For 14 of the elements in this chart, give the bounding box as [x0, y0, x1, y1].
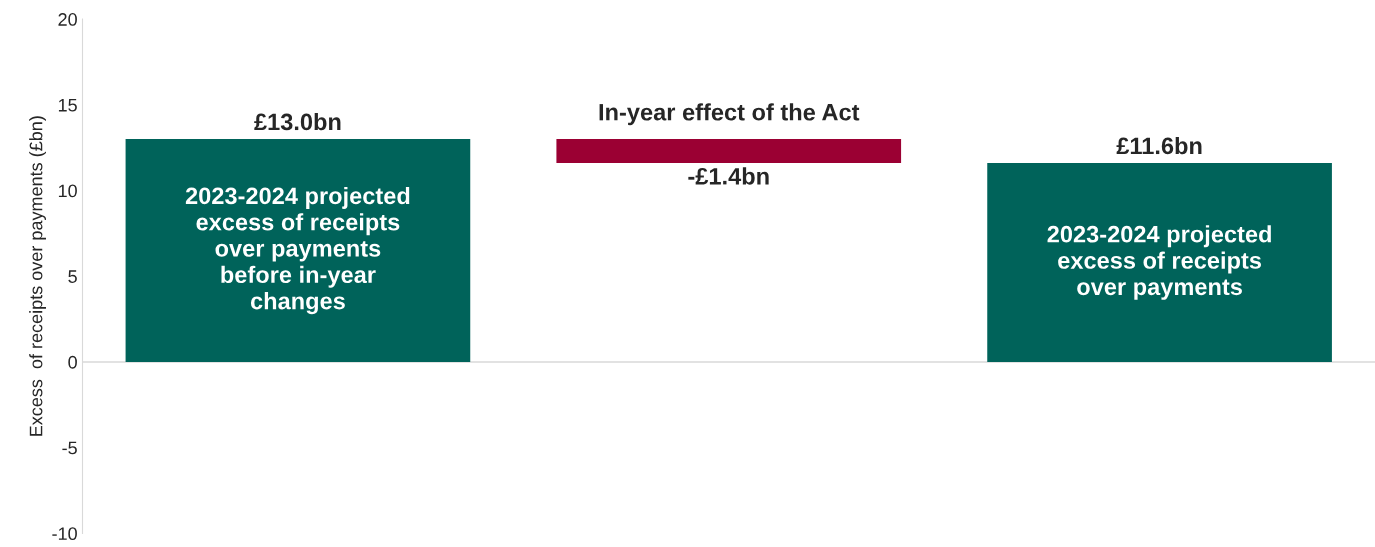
- y-tick-label: -5: [62, 441, 77, 455]
- y-axis-title: Excess of receipts over payments (£bn): [29, 116, 46, 436]
- annotation: 2023-2024 projected excess of receipts over payments before in-year changes: [185, 186, 410, 315]
- y-tick-label: 10: [58, 184, 77, 198]
- annotation: In-year effect of the Act: [599, 103, 860, 126]
- y-tick-label: 5: [68, 270, 77, 283]
- data-label: -£1.4bn: [688, 167, 769, 185]
- y-tick-label: -10: [52, 527, 77, 541]
- y-tick-label: 15: [58, 98, 77, 112]
- y-tick-label: 0: [68, 355, 77, 369]
- annotation: 2023-2024 projected excess of receipts over payments: [1047, 225, 1271, 300]
- y-tick-label: 20: [58, 13, 77, 26]
- data-label: £11.6bn: [1116, 136, 1202, 155]
- data-label: £13.0bn: [254, 112, 341, 131]
